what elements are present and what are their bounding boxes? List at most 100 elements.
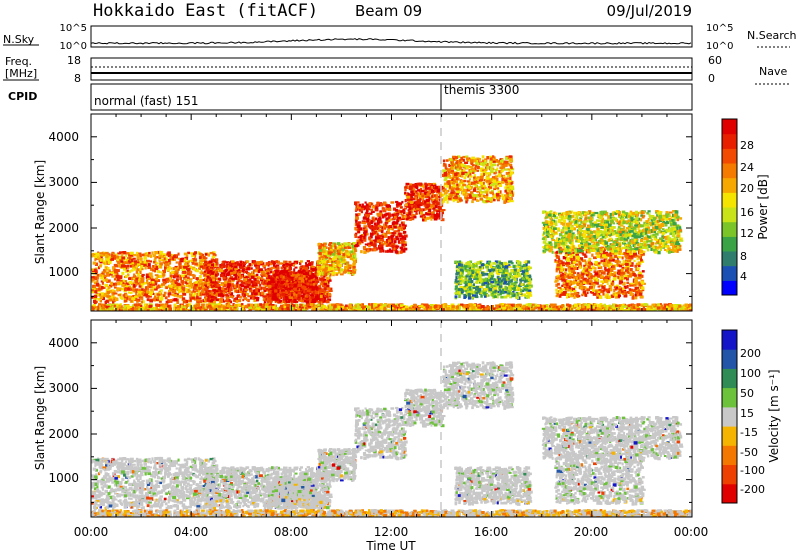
power-cell bbox=[367, 222, 371, 226]
power-cell bbox=[117, 252, 121, 255]
power-cell bbox=[165, 277, 169, 281]
power-cell bbox=[169, 299, 172, 302]
power-cell bbox=[337, 252, 342, 256]
power-cell bbox=[365, 211, 368, 215]
power-cell bbox=[204, 257, 208, 260]
power-cell bbox=[135, 276, 139, 280]
cpid-mode-normal: normal (fast) 151 bbox=[94, 94, 198, 108]
power-cell bbox=[152, 286, 156, 290]
power-cell bbox=[92, 278, 96, 281]
power-cell bbox=[493, 194, 497, 197]
power-cell bbox=[221, 294, 225, 298]
power-cell bbox=[254, 296, 258, 299]
power-cell bbox=[328, 266, 331, 270]
power-cell bbox=[489, 160, 492, 163]
power-cell bbox=[492, 160, 496, 163]
power-cell bbox=[158, 265, 161, 268]
power-cell bbox=[361, 203, 364, 207]
power-cell bbox=[156, 285, 161, 289]
power-cell bbox=[225, 264, 228, 268]
power-cell bbox=[104, 274, 108, 278]
power-cell bbox=[337, 271, 341, 274]
power-cell bbox=[121, 261, 126, 265]
power-cell bbox=[145, 262, 149, 265]
power-cell bbox=[338, 264, 342, 267]
power-cell bbox=[99, 299, 102, 303]
power-cell bbox=[442, 159, 446, 163]
power-cell bbox=[326, 254, 330, 257]
power-cell bbox=[507, 200, 511, 203]
power-cell bbox=[167, 255, 171, 257]
power-cell bbox=[410, 200, 414, 204]
power-cell bbox=[501, 193, 504, 197]
power-cell bbox=[94, 269, 98, 273]
power-cell bbox=[303, 266, 308, 270]
power-cell bbox=[207, 253, 211, 257]
power-cell bbox=[121, 256, 125, 260]
power-cell bbox=[91, 276, 95, 280]
power-cell bbox=[134, 279, 139, 283]
power-cell bbox=[197, 292, 200, 296]
power-cell bbox=[102, 279, 105, 282]
power-cell bbox=[100, 276, 104, 280]
power-cell bbox=[202, 256, 206, 259]
power-cell bbox=[354, 226, 357, 231]
power-cell bbox=[165, 261, 169, 264]
power-cell bbox=[311, 288, 315, 291]
power-cell bbox=[137, 252, 142, 256]
power-cell bbox=[260, 286, 263, 290]
power-cell bbox=[508, 155, 512, 158]
power-cell bbox=[240, 287, 243, 291]
power-cell bbox=[387, 236, 390, 240]
power-cell bbox=[173, 298, 178, 302]
power-cell bbox=[159, 265, 163, 269]
power-cell bbox=[97, 266, 101, 270]
power-cell bbox=[318, 284, 322, 288]
power-cell bbox=[450, 189, 455, 192]
noise-left-tick-bottom: 10^0 bbox=[60, 41, 87, 52]
power-cell bbox=[360, 210, 363, 214]
power-cell bbox=[223, 300, 225, 303]
power-cell bbox=[365, 203, 369, 207]
power-cell bbox=[219, 278, 222, 281]
power-cell bbox=[189, 298, 192, 302]
power-cell bbox=[430, 186, 433, 189]
power-cell bbox=[115, 274, 120, 279]
power-cell bbox=[194, 255, 197, 258]
power-cell bbox=[504, 186, 507, 189]
power-cell bbox=[148, 272, 151, 277]
power-cell bbox=[213, 291, 216, 294]
power-cell bbox=[508, 163, 512, 167]
power-cell bbox=[203, 273, 207, 277]
power-cell bbox=[111, 289, 115, 292]
power-cell bbox=[328, 276, 331, 280]
power-cell bbox=[178, 286, 182, 289]
power-cell bbox=[402, 225, 405, 228]
power-cell bbox=[154, 274, 159, 277]
power-cell bbox=[182, 267, 186, 271]
power-cell bbox=[428, 183, 432, 186]
power-cell bbox=[129, 261, 132, 264]
power-cell bbox=[213, 254, 217, 257]
power-cell bbox=[467, 292, 471, 297]
power-cell bbox=[196, 287, 200, 291]
power-cell bbox=[433, 217, 438, 221]
power-cell bbox=[207, 289, 211, 293]
power-cell bbox=[136, 272, 140, 277]
power-cell bbox=[159, 250, 164, 253]
power-cell bbox=[173, 273, 177, 277]
power-cell bbox=[156, 279, 161, 282]
power-cell bbox=[370, 226, 374, 230]
power-cell bbox=[200, 255, 204, 259]
power-cell bbox=[416, 189, 421, 192]
power-cell bbox=[452, 200, 455, 203]
power-cell bbox=[201, 293, 206, 296]
power-cell bbox=[245, 298, 249, 302]
power-cell bbox=[247, 295, 252, 298]
power-cell bbox=[183, 266, 188, 269]
power-cell bbox=[151, 251, 154, 255]
power-cell bbox=[136, 299, 141, 302]
power-cell bbox=[297, 294, 301, 297]
power-cell bbox=[334, 267, 338, 270]
power-cell bbox=[299, 260, 303, 263]
